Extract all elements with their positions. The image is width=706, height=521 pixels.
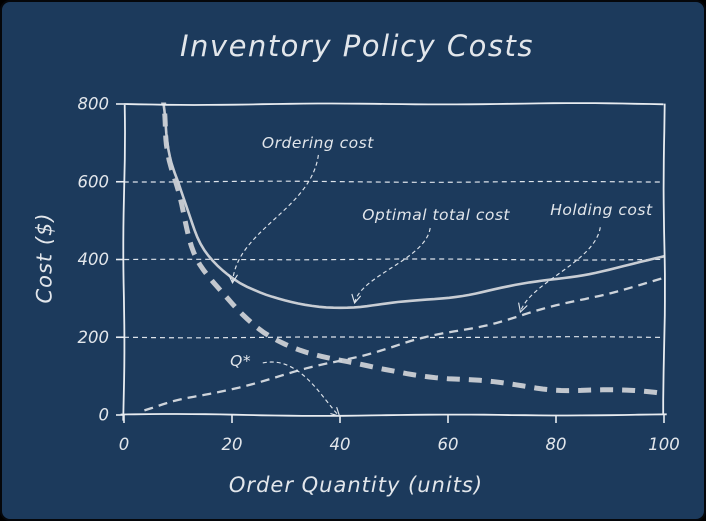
x-tick-label: 0 — [119, 435, 130, 454]
annotation-arrow — [262, 361, 340, 417]
annotation-q: Q* — [230, 352, 341, 418]
annotation-label: Ordering cost — [262, 134, 374, 152]
annotation-arrow — [519, 227, 601, 313]
x-tick-label: 20 — [222, 435, 243, 454]
y-tick-label: 400 — [78, 250, 110, 269]
x-tick-label: 80 — [546, 435, 567, 454]
x-tick-label: 100 — [648, 435, 680, 454]
gridlines — [123, 180, 665, 339]
annotation-arrow — [354, 227, 431, 304]
annotation-label: Optimal total cost — [362, 206, 510, 224]
annotation-arrow — [231, 154, 319, 283]
annotation-arrowhead — [351, 293, 361, 305]
series-ordering-cost — [161, 102, 665, 397]
annotation-arrowhead — [228, 274, 238, 284]
annotation-label: Holding cost — [550, 201, 653, 219]
spine-bottom — [120, 413, 667, 417]
series-holding-cost — [144, 276, 665, 412]
y-tick-label: 0 — [99, 406, 110, 425]
series-optimal-total-cost — [162, 102, 665, 310]
gridline-y-400 — [124, 258, 664, 261]
x-tick-label: 60 — [438, 435, 459, 454]
y-axis-label: Cost ($) — [32, 212, 56, 303]
annotation-arrowhead — [330, 407, 341, 418]
x-tick-label: 40 — [330, 435, 351, 454]
spine-right — [662, 103, 666, 415]
annotation-ordering-cost: Ordering cost — [228, 134, 374, 284]
annotation-arrowhead — [518, 302, 528, 314]
spine-top — [123, 102, 664, 106]
spine-left — [122, 104, 126, 421]
y-tick-label: 200 — [78, 328, 110, 347]
series-group — [144, 102, 665, 412]
chart-title: Inventory Policy Costs — [180, 29, 534, 63]
gridline-y-600 — [123, 180, 665, 183]
y-tick-label: 800 — [78, 95, 110, 114]
y-tick-label: 600 — [78, 172, 110, 191]
ticks: 0 20 40 60 80 100 0 200 400 600 800 — [78, 95, 680, 455]
gridline-y-200 — [123, 336, 664, 339]
x-axis-label: Order Quantity (units) — [229, 473, 483, 497]
annotation-optimal-total-cost: Optimal total cost — [351, 206, 510, 305]
axes-spines — [120, 102, 667, 421]
annotation-holding-cost: Holding cost — [518, 201, 653, 314]
plot-area: 0 20 40 60 80 100 0 200 400 600 800 Ordering cost Op… — [78, 95, 680, 455]
annotation-label: Q* — [230, 352, 251, 370]
